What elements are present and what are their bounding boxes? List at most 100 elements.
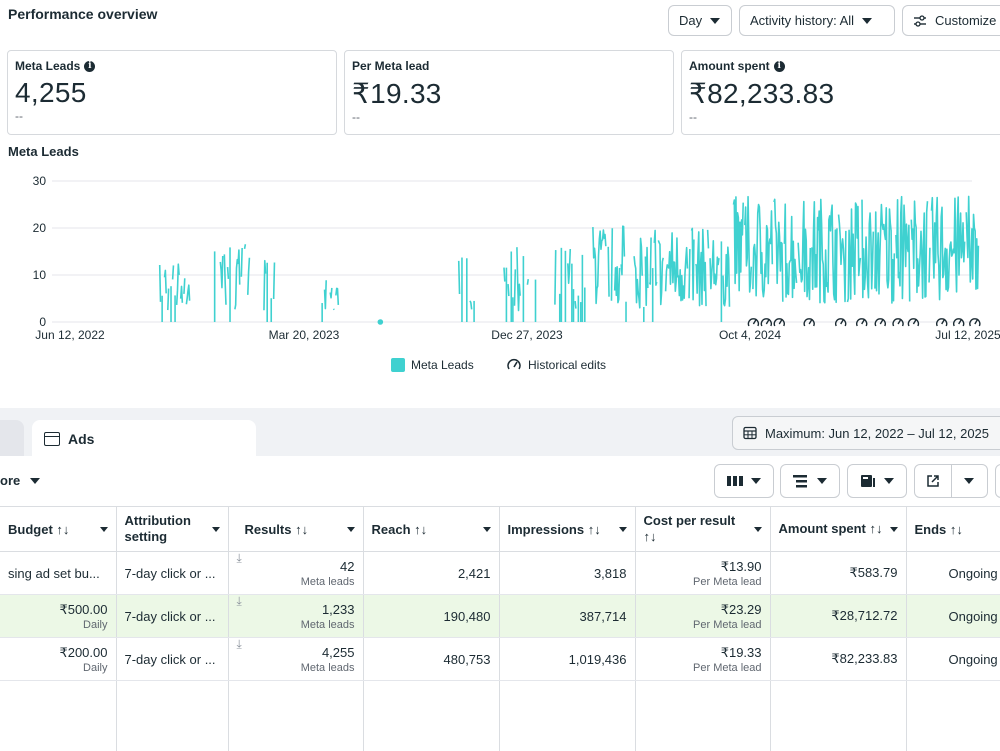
- page-title: Performance overview: [8, 6, 158, 22]
- legend-historical-edits[interactable]: Historical edits: [506, 358, 606, 372]
- chevron-down-icon[interactable]: [482, 526, 491, 532]
- series-line: [574, 300, 577, 309]
- table-row[interactable]: sing ad set bu... 7-day click or ... ⤓ 42…: [0, 551, 1000, 595]
- export-dropdown[interactable]: [951, 478, 987, 484]
- series-line: [644, 246, 649, 307]
- series-line: [732, 196, 745, 292]
- activity-history-label: Activity history: All: [750, 13, 855, 28]
- series-line: [928, 247, 931, 283]
- column-header-amount-spent[interactable]: Amount spent ↑↓: [770, 506, 907, 552]
- historical-edit-icon: [907, 318, 920, 327]
- historical-edit-marker: [874, 318, 886, 327]
- series-line: [185, 284, 191, 305]
- edit-needle: [778, 318, 783, 325]
- historical-edit-marker: [803, 318, 815, 327]
- series-line: [613, 266, 621, 304]
- column-header-reach[interactable]: Reach ↑↓: [363, 506, 500, 552]
- column-header-ends[interactable]: Ends ↑↓: [906, 506, 1000, 552]
- legend-meta-leads[interactable]: Meta Leads: [391, 358, 474, 372]
- day-dropdown[interactable]: Day: [668, 5, 732, 36]
- activity-history-dropdown[interactable]: Activity history: All: [739, 5, 895, 36]
- historical-edit-icon: [953, 318, 965, 327]
- export-icon-wrap[interactable]: [915, 474, 951, 488]
- chevron-down-icon[interactable]: [99, 526, 108, 532]
- column-header-cost-per-result[interactable]: Cost per result ↑↓: [635, 506, 771, 552]
- series-line: [179, 285, 184, 303]
- chevron-down-icon[interactable]: [618, 526, 627, 532]
- download-icon[interactable]: ⤓: [236, 594, 242, 608]
- series-line: [554, 250, 557, 305]
- impressions-cell: 1,019,436: [499, 637, 636, 681]
- series-line: [171, 265, 175, 280]
- chevron-down-icon: [751, 478, 761, 484]
- budget-cell: sing ad set bu...: [0, 551, 117, 595]
- series-line: [895, 195, 911, 302]
- info-icon[interactable]: i: [773, 60, 785, 72]
- reports-button[interactable]: [847, 464, 907, 498]
- historical-edit-marker: [856, 318, 868, 327]
- tab-previous[interactable]: [0, 420, 24, 456]
- breakdown-button[interactable]: [780, 464, 840, 498]
- amount-spent-cell: ₹583.79: [770, 551, 907, 595]
- columns-button[interactable]: [714, 464, 774, 498]
- info-icon[interactable]: i: [84, 60, 96, 72]
- metric-delta: --: [689, 110, 697, 124]
- edit-needle: [974, 318, 979, 325]
- chevron-down-icon[interactable]: [211, 526, 220, 532]
- series-line: [323, 280, 327, 310]
- edit-needle: [912, 318, 918, 325]
- metric-card-per-meta-lead[interactable]: Per Meta lead ₹19.33 --: [344, 50, 674, 135]
- chevron-down-icon[interactable]: [753, 526, 762, 532]
- reach-cell: 2,421: [363, 551, 500, 595]
- chevron-down-icon: [964, 478, 975, 484]
- series-line: [592, 227, 607, 305]
- reports-icon: [861, 475, 875, 487]
- column-header-results[interactable]: Results ↑↓: [228, 506, 364, 552]
- series-line: [797, 200, 812, 301]
- series-line: [183, 278, 186, 294]
- series-line: [709, 239, 720, 290]
- table-row[interactable]: ₹500.00 Daily 7-day click or ... ⤓ 1,233 Me…: [0, 594, 1000, 638]
- tab-ads[interactable]: Ads: [32, 420, 256, 458]
- chevron-down-icon[interactable]: [889, 526, 898, 532]
- metric-value: 4,255: [15, 77, 87, 108]
- x-tick-label: Jun 12, 2022: [35, 328, 105, 342]
- more-dropdown[interactable]: ore: [0, 473, 41, 488]
- export-button[interactable]: [914, 464, 988, 498]
- series-line: [694, 228, 707, 307]
- series-line: [607, 246, 610, 297]
- ends-cell: Ongoing: [906, 594, 1000, 638]
- column-header-impressions[interactable]: Impressions ↑↓: [499, 506, 636, 552]
- series-line: [688, 249, 691, 299]
- meta-leads-chart[interactable]: 0 10 20 30 Jun 12, 2022 Mar 20, 2023 Dec 27, 2…: [0, 165, 1000, 345]
- download-icon[interactable]: ⤓: [236, 551, 242, 565]
- series-line: [653, 229, 658, 286]
- table-empty-row: [0, 680, 1000, 751]
- series-line: [664, 232, 689, 302]
- column-header-attribution[interactable]: Attribution setting: [116, 506, 229, 552]
- series-line: [507, 284, 510, 297]
- series-line: [965, 195, 980, 290]
- metric-card-meta-leads[interactable]: Meta Leads i 4,255 --: [7, 50, 337, 135]
- historical-edit-icon: [803, 318, 815, 327]
- attribution-cell: 7-day click or ...: [116, 637, 229, 681]
- overflow-button[interactable]: [995, 464, 1000, 498]
- historical-edit-marker: [773, 318, 785, 327]
- series-line: [329, 287, 333, 299]
- chevron-down-icon: [884, 478, 894, 484]
- date-range-picker[interactable]: Maximum: Jun 12, 2022 – Jul 12, 2025: [732, 416, 1000, 450]
- customize-button[interactable]: Customize: [902, 5, 1000, 36]
- chevron-down-icon[interactable]: [346, 526, 355, 532]
- chevron-down-icon: [710, 17, 721, 24]
- ads-table: Budget ↑↓ Attribution setting Results ↑↓…: [0, 506, 1000, 751]
- series-line: [240, 247, 243, 277]
- series-line: [223, 254, 227, 305]
- series-line: [234, 249, 241, 310]
- table-row[interactable]: ₹200.00 Daily 7-day click or ... ⤓ 4,255 Me…: [0, 637, 1000, 681]
- metric-card-amount-spent[interactable]: Amount spent i ₹82,233.83 --: [681, 50, 1000, 135]
- impressions-cell: 387,714: [499, 594, 636, 638]
- x-tick-label: Mar 20, 2023: [269, 328, 340, 342]
- download-icon[interactable]: ⤓: [236, 637, 242, 651]
- column-header-budget[interactable]: Budget ↑↓: [0, 506, 117, 552]
- table-header-row: Budget ↑↓ Attribution setting Results ↑↓…: [0, 506, 1000, 552]
